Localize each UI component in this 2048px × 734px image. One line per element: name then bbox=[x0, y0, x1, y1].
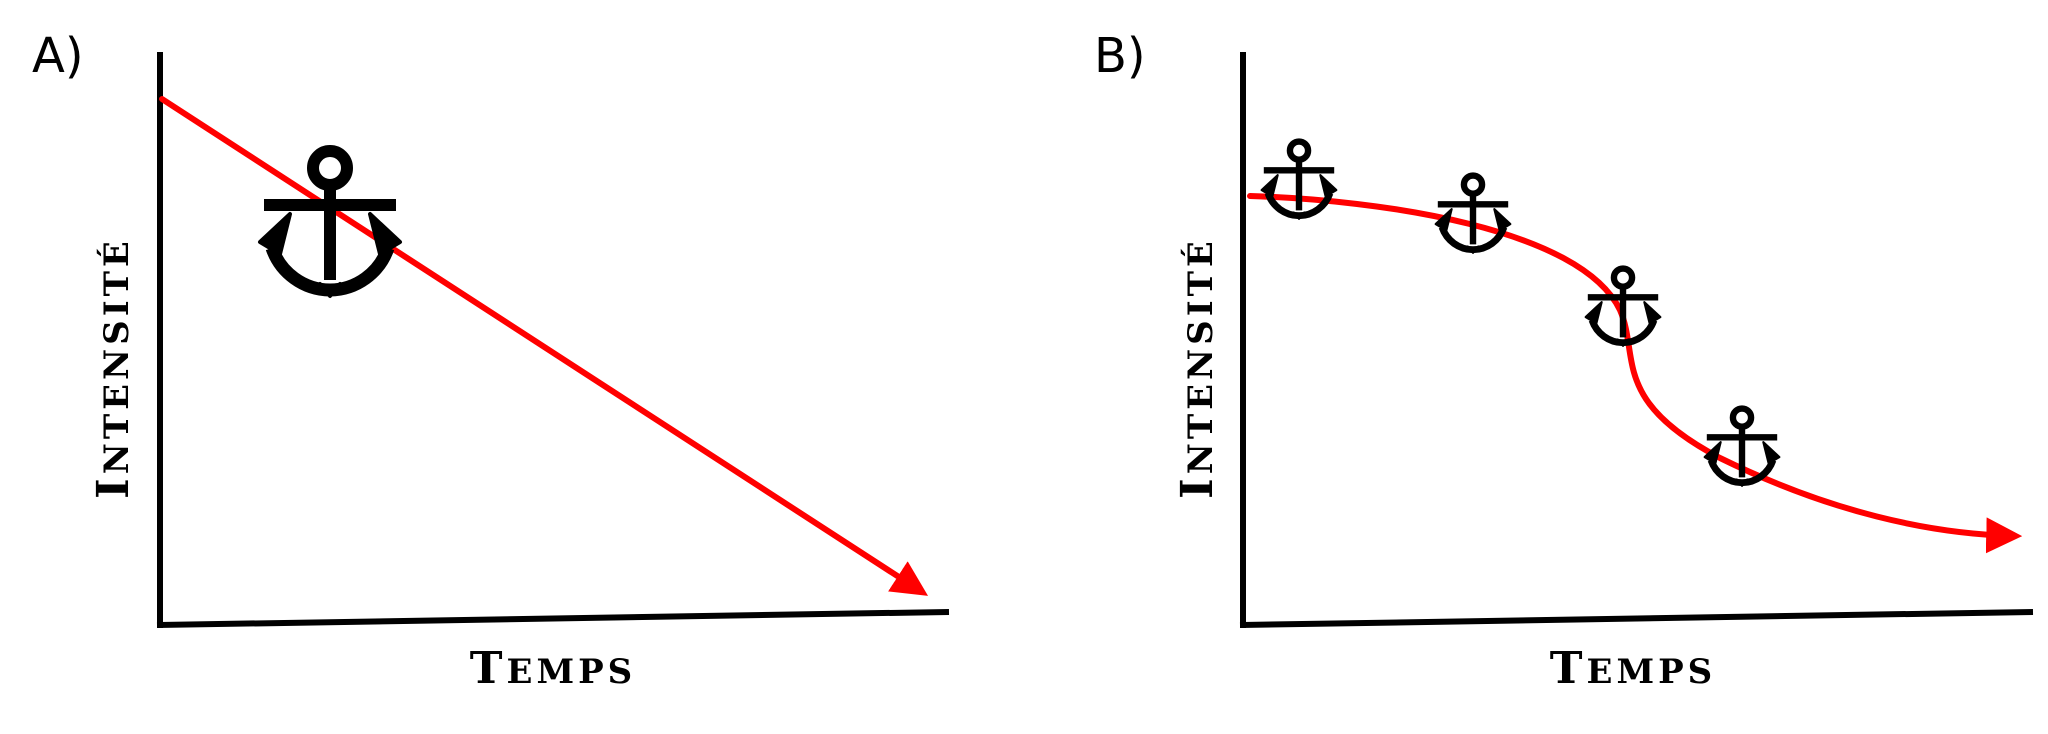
anchor-icon bbox=[1705, 409, 1780, 486]
panel-b-y-axis-title-initial: I bbox=[1172, 474, 1223, 499]
panel-a-x-axis-title-initial: T bbox=[470, 643, 507, 694]
panel-b-x-axis-title-initial: T bbox=[1550, 643, 1587, 694]
panel-b-x-axis-title: TEMPS bbox=[1550, 643, 1716, 694]
panel-b-y-axis-title: INTENSITÉ bbox=[1172, 237, 1223, 499]
panel-b-x-axis bbox=[1239, 608, 2034, 629]
panel-b-x-axis-title-rest: EMPS bbox=[1587, 652, 1717, 692]
panel-a: A) TEMPS INTENSITÉ bbox=[32, 28, 950, 694]
panel-a-curve bbox=[159, 96, 929, 596]
panel-b: B) TEMPS INTENSITÉ bbox=[1094, 28, 2034, 694]
panel-a-label: A) bbox=[32, 28, 84, 84]
anchor-icon bbox=[1436, 176, 1511, 253]
panel-b-y-axis-title-rest: NTENSITÉ bbox=[1180, 237, 1221, 474]
panel-a-y-axis-title-initial: I bbox=[88, 474, 139, 499]
panel-b-label: B) bbox=[1094, 28, 1146, 84]
panel-a-x-axis-title: TEMPS bbox=[470, 643, 636, 694]
anchor-icon bbox=[1262, 142, 1337, 219]
panel-a-x-axis bbox=[156, 608, 950, 629]
panel-a-y-axis-title-rest: NTENSITÉ bbox=[96, 237, 137, 474]
panel-a-y-axis-title: INTENSITÉ bbox=[88, 237, 139, 499]
panel-a-x-axis-title-rest: EMPS bbox=[507, 652, 637, 692]
panel-b-curve bbox=[1247, 193, 2023, 554]
